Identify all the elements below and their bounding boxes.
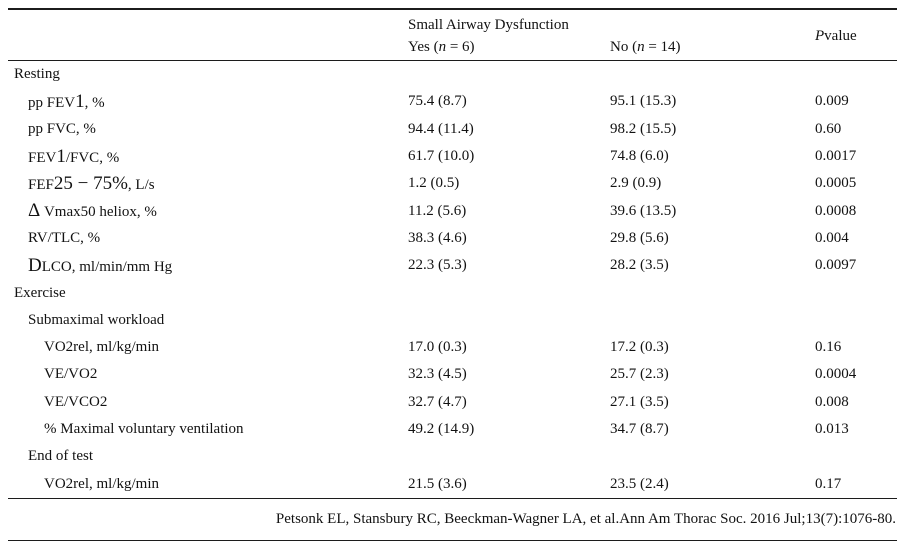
citation-text: Petsonk EL, Stansbury RC, Beeckman-Wagne… [275,510,896,527]
table-body: Resting pp FEV1, % 75.4 (8.7) 95.1 (15.3) 0.… [8,61,897,499]
row-label: Δ Vmax50 heliox, % [28,200,157,222]
column-group-header: Small Airway Dysfunction [408,17,569,33]
cell-p-value: 0.008 [815,393,849,410]
column-header-yes: Yes (n = 6) [408,39,475,55]
cell-yes-value: 49.2 (14.9) [408,421,475,437]
cell-yes-value: 75.4 (8.7) [408,93,467,110]
cell-p-value: 0.009 [815,93,849,110]
row-label: Resting [14,66,60,83]
section-row: Submaximal workload [8,307,897,334]
cell-yes-value: 32.7 (4.7) [408,393,467,410]
cell-no-value: 17.2 (0.3) [610,339,669,356]
cell-p-value: 0.004 [815,229,849,246]
cell-yes-value: 11.2 (5.6) [408,202,467,219]
results-table: Small Airway Dysfunction Yes (n = 6) No … [8,8,897,499]
table-row: FEV1/FVC, % 61.7 (10.0) 74.8 (6.0) 0.0017 [8,143,897,170]
cell-no-value: 39.6 (13.5) [610,202,677,219]
cell-no-value: 95.1 (15.3) [610,93,677,110]
cell-no-value: 98.2 (15.5) [610,120,677,137]
cell-p-value: 0.013 [815,421,849,437]
cell-p-value: 0.60 [815,120,842,137]
cell-yes-value: 21.5 (3.6) [408,475,467,492]
cell-yes-value: 22.3 (5.3) [408,257,467,274]
cell-yes-value: 17.0 (0.3) [408,339,467,356]
row-label: End of test [28,448,93,465]
row-label: VO2rel, ml/kg/min [44,339,159,356]
table-row: Δ Vmax50 heliox, % 11.2 (5.6) 39.6 (13.5) 0… [8,197,897,224]
row-label: pp FEV1, % [28,90,105,112]
table-row: VO2rel, ml/kg/min 21.5 (3.6) 23.5 (2.4) 0.1… [8,470,897,497]
row-label: DLCO, ml/min/mm Hg [28,254,173,276]
table-row: % Maximal voluntary ventilation 49.2 (14.… [8,416,897,443]
cell-p-value: 0.0008 [815,202,857,219]
cell-no-value: 28.2 (3.5) [610,257,669,274]
cell-no-value: 2.9 (0.9) [610,175,662,192]
row-label: Submaximal workload [28,311,165,328]
row-label: RV/TLC, % [28,229,101,246]
cell-p-value: 0.0017 [815,148,857,165]
citation-bar: Petsonk EL, Stansbury RC, Beeckman-Wagne… [8,499,897,541]
row-label: FEV1/FVC, % [28,145,120,167]
cell-p-value: 0.16 [815,339,842,356]
cell-p-value: 0.0004 [815,366,857,383]
column-header-no: No (n = 14) [610,39,681,55]
row-label: VE/VO2 [44,366,98,383]
section-row: Exercise [8,279,897,306]
section-row: Resting [8,61,897,88]
table-row: VE/VCO2 32.7 (4.7) 27.1 (3.5) 0.008 [8,389,897,416]
table-row: VE/VO2 32.3 (4.5) 25.7 (2.3) 0.0004 [8,361,897,388]
table-row: pp FVC, % 94.4 (11.4) 98.2 (15.5) 0.60 [8,116,897,143]
row-label: pp FVC, % [28,120,96,137]
row-label: FEF25 − 75%, L/s [28,172,155,194]
cell-no-value: 29.8 (5.6) [610,229,669,246]
table-row: DLCO, ml/min/mm Hg 22.3 (5.3) 28.2 (3.5) 0.… [8,252,897,279]
section-row: End of test [8,443,897,470]
cell-no-value: 74.8 (6.0) [610,148,669,165]
cell-yes-value: 61.7 (10.0) [408,148,475,165]
row-label: Exercise [14,284,66,301]
row-label: VE/VCO2 [44,393,108,410]
cell-no-value: 27.1 (3.5) [610,393,669,410]
row-label: VO2rel, ml/kg/min [44,475,159,492]
cell-yes-value: 94.4 (11.4) [408,120,474,137]
cell-yes-value: 38.3 (4.6) [408,229,467,246]
cell-p-value: 0.0005 [815,175,857,192]
cell-yes-value: 32.3 (4.5) [408,366,467,383]
table-row: RV/TLC, % 38.3 (4.6) 29.8 (5.6) 0.004 [8,225,897,252]
table-row: pp FEV1, % 75.4 (8.7) 95.1 (15.3) 0.009 [8,88,897,115]
column-header-pvalue: Pvalue [815,27,857,44]
table-row: FEF25 − 75%, L/s 1.2 (0.5) 2.9 (0.9) 0.0005 [8,170,897,197]
cell-yes-value: 1.2 (0.5) [408,175,460,192]
table-row: VO2rel, ml/kg/min 17.0 (0.3) 17.2 (0.3) 0.1… [8,334,897,361]
cell-no-value: 34.7 (8.7) [610,421,669,437]
cell-no-value: 23.5 (2.4) [610,475,669,492]
row-label: % Maximal voluntary ventilation [44,421,244,437]
cell-p-value: 0.0097 [815,257,857,274]
cell-p-value: 0.17 [815,475,842,492]
table-header: Small Airway Dysfunction Yes (n = 6) No … [8,10,897,61]
cell-no-value: 25.7 (2.3) [610,366,669,383]
